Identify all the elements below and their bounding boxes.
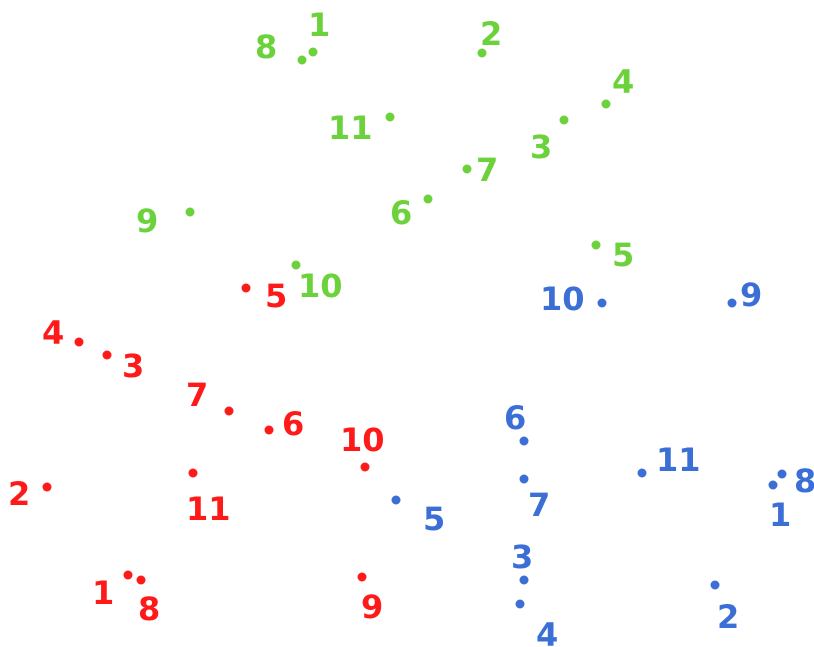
green-dot-label-9: 9	[136, 202, 158, 240]
green-dot-label-1: 1	[308, 6, 330, 44]
green-dot-8	[297, 55, 307, 65]
blue-dot-9	[727, 298, 737, 308]
red-dot-label-1: 1	[92, 574, 114, 612]
red-dot-label-3: 3	[122, 347, 144, 385]
blue-dot-3	[519, 575, 529, 585]
blue-dot-label-9: 9	[740, 276, 762, 314]
red-dot-label-5: 5	[265, 277, 287, 315]
red-dot-4	[74, 337, 84, 347]
blue-dot-label-6: 6	[504, 399, 526, 437]
red-dot-8	[136, 575, 146, 585]
red-dot-10	[360, 462, 370, 472]
blue-dot-label-10: 10	[540, 280, 585, 318]
red-dot-3	[102, 350, 112, 360]
green-dot-9	[185, 207, 195, 217]
green-dot-label-4: 4	[612, 63, 634, 101]
blue-dot-11	[637, 468, 647, 478]
red-dot-6	[264, 425, 274, 435]
blue-dot-label-4: 4	[536, 616, 558, 647]
green-dot-5	[591, 240, 601, 250]
green-dot-label-10: 10	[298, 267, 343, 305]
blue-dot-2	[710, 580, 720, 590]
blue-dot-label-3: 3	[511, 538, 533, 576]
green-dot-label-6: 6	[390, 194, 412, 232]
blue-dot-6	[519, 436, 529, 446]
blue-dot-8	[777, 469, 787, 479]
red-dot-group: 1 2 3 4 5 6 7 8 9 10 11	[8, 277, 385, 628]
red-dot-11	[188, 468, 198, 478]
red-dot-5	[241, 283, 251, 293]
red-dot-label-10: 10	[340, 421, 385, 459]
green-dot-label-5: 5	[612, 236, 634, 274]
red-dot-label-9: 9	[361, 588, 383, 626]
blue-dot-label-1: 1	[769, 496, 791, 534]
blue-dot-5	[391, 495, 401, 505]
red-dot-label-4: 4	[42, 314, 64, 352]
green-dot-11	[385, 112, 395, 122]
blue-dot-4	[515, 599, 525, 609]
green-dot-2	[477, 48, 487, 58]
red-dot-7	[224, 406, 234, 416]
red-dot-9	[357, 572, 367, 582]
green-dot-1	[308, 47, 318, 57]
green-dot-group: 1 2 3 4 5 6 7 8 9 10 11	[136, 6, 634, 305]
green-dot-6	[423, 194, 433, 204]
red-dot-label-6: 6	[282, 405, 304, 443]
red-dot-label-2: 2	[8, 475, 30, 513]
green-dot-3	[559, 115, 569, 125]
red-dot-label-11: 11	[186, 490, 231, 528]
green-dot-label-8: 8	[255, 28, 277, 66]
green-dot-7	[462, 164, 472, 174]
blue-dot-label-11: 11	[656, 441, 701, 479]
blue-dot-7	[519, 474, 529, 484]
blue-dot-10	[597, 298, 607, 308]
blue-dot-group: 1 2 3 4 5 6 7 8 9 10 11	[391, 276, 814, 647]
blue-dot-1	[768, 480, 778, 490]
red-dot-label-8: 8	[138, 590, 160, 628]
blue-dot-label-7: 7	[528, 486, 550, 524]
red-dot-2	[42, 482, 52, 492]
blue-dot-label-8: 8	[794, 462, 814, 500]
green-dot-label-7: 7	[476, 151, 498, 189]
green-dot-10	[291, 260, 301, 270]
green-dot-label-3: 3	[530, 128, 552, 166]
blue-dot-label-5: 5	[423, 500, 445, 538]
red-dot-1	[123, 570, 133, 580]
green-dot-4	[601, 99, 611, 109]
green-dot-label-2: 2	[480, 15, 502, 53]
blue-dot-label-2: 2	[717, 598, 739, 636]
green-dot-label-11: 11	[328, 109, 373, 147]
red-dot-label-7: 7	[186, 376, 208, 414]
